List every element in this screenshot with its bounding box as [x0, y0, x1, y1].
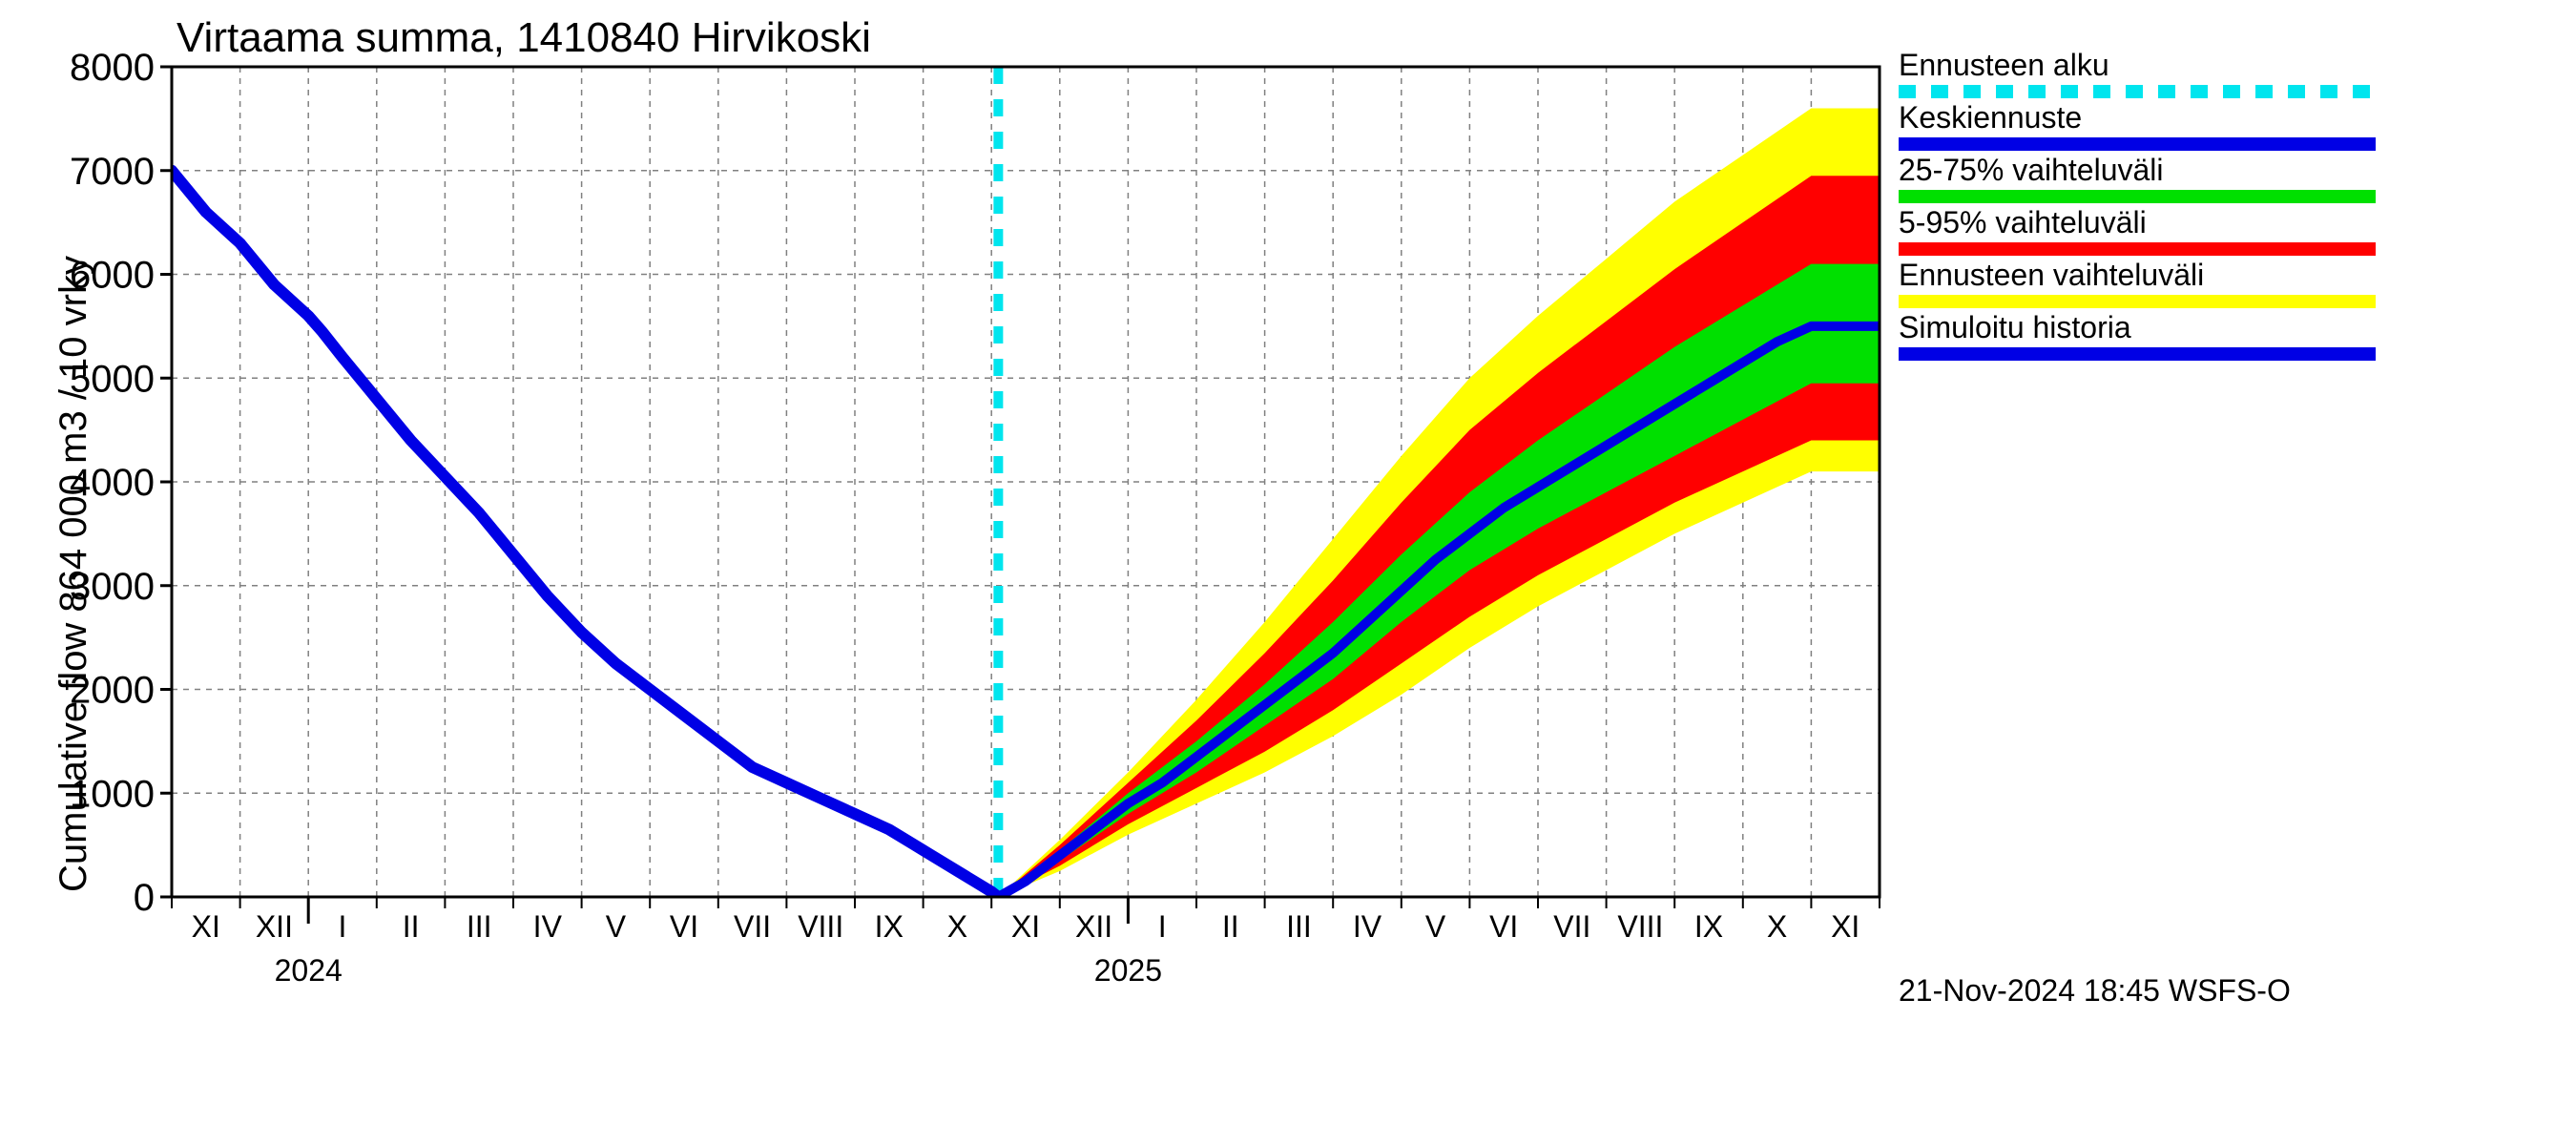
legend-label: Ennusteen vaihteluväli: [1899, 258, 2376, 293]
svg-text:2025: 2025: [1094, 953, 1162, 988]
svg-text:0: 0: [134, 877, 155, 919]
svg-text:X: X: [947, 909, 967, 944]
legend-item: Simuloitu historia: [1899, 310, 2376, 361]
chart-container: { "chart": { "type": "line-with-bands", …: [0, 0, 2576, 1145]
svg-text:XI: XI: [192, 909, 220, 944]
legend-label: Keskiennuste: [1899, 100, 2376, 135]
legend-swatch: [1899, 347, 2376, 361]
legend-swatch: [1899, 85, 2376, 98]
svg-text:II: II: [403, 909, 420, 944]
svg-text:II: II: [1222, 909, 1239, 944]
legend-item: 25-75% vaihteluväli: [1899, 153, 2376, 203]
svg-text:IV: IV: [1353, 909, 1382, 944]
svg-text:2024: 2024: [275, 953, 343, 988]
svg-text:IX: IX: [1694, 909, 1723, 944]
legend-label: 25-75% vaihteluväli: [1899, 153, 2376, 188]
legend-swatch: [1899, 242, 2376, 256]
svg-text:7000: 7000: [70, 151, 155, 193]
legend: Ennusteen alku Keskiennuste 25-75% vaihtel…: [1899, 48, 2376, 363]
legend-item: Ennusteen vaihteluväli: [1899, 258, 2376, 308]
svg-text:VIII: VIII: [798, 909, 843, 944]
svg-text:I: I: [339, 909, 347, 944]
legend-label: 5-95% vaihteluväli: [1899, 205, 2376, 240]
svg-text:VIII: VIII: [1617, 909, 1663, 944]
legend-swatch: [1899, 137, 2376, 151]
legend-swatch: [1899, 190, 2376, 203]
legend-item: 5-95% vaihteluväli: [1899, 205, 2376, 256]
svg-text:IX: IX: [875, 909, 904, 944]
svg-text:I: I: [1158, 909, 1167, 944]
chart-title: Virtaama summa, 1410840 Hirvikoski: [177, 14, 871, 62]
y-axis-label: Cumulative flow 864 000 m3 / 10 vrky: [52, 256, 95, 892]
svg-text:XII: XII: [1075, 909, 1112, 944]
svg-text:VII: VII: [1553, 909, 1590, 944]
svg-text:III: III: [467, 909, 492, 944]
svg-text:X: X: [1767, 909, 1787, 944]
svg-text:V: V: [1425, 909, 1446, 944]
svg-text:III: III: [1286, 909, 1312, 944]
legend-item: Ennusteen alku: [1899, 48, 2376, 98]
footer-timestamp: 21-Nov-2024 18:45 WSFS-O: [1899, 973, 2291, 1009]
legend-label: Simuloitu historia: [1899, 310, 2376, 345]
legend-swatch: [1899, 295, 2376, 308]
legend-label: Ennusteen alku: [1899, 48, 2376, 83]
svg-text:IV: IV: [533, 909, 563, 944]
legend-item: Keskiennuste: [1899, 100, 2376, 151]
svg-text:V: V: [606, 909, 627, 944]
svg-text:8000: 8000: [70, 47, 155, 89]
svg-text:XII: XII: [256, 909, 293, 944]
svg-text:VI: VI: [1489, 909, 1518, 944]
svg-text:VI: VI: [670, 909, 698, 944]
svg-text:XI: XI: [1831, 909, 1859, 944]
svg-text:XI: XI: [1011, 909, 1040, 944]
svg-text:VII: VII: [734, 909, 771, 944]
